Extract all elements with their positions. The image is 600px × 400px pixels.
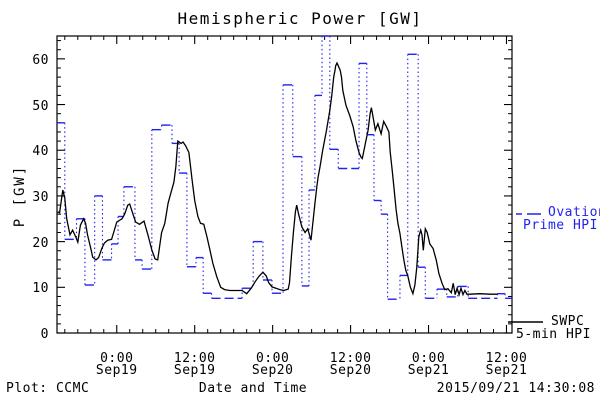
footer-source: Plot: CCMC bbox=[6, 381, 90, 396]
ovation-series bbox=[57, 35, 512, 300]
y-tick-label: 50 bbox=[32, 98, 49, 114]
y-tick-label: 40 bbox=[32, 144, 49, 160]
x-tick-label: 12:00 Sep20 bbox=[329, 351, 372, 378]
axes bbox=[56, 35, 513, 334]
x-tick-label: 0:00 Sep21 bbox=[407, 351, 450, 378]
legend-swpc-line1: SWPC bbox=[551, 314, 585, 329]
x-tick-label: 0:00 Sep19 bbox=[95, 351, 138, 378]
y-tick-label: 10 bbox=[32, 281, 49, 297]
x-tick-label: 12:00 Sep19 bbox=[173, 351, 216, 378]
y-tick-label: 30 bbox=[32, 189, 49, 205]
x-tick-label: 12:00 Sep21 bbox=[485, 351, 528, 378]
x-axis-title: Date and Time bbox=[198, 381, 308, 396]
footer-timestamp: 2015/09/21 14:30:08 bbox=[436, 381, 595, 396]
legend-swpc-line2: 5-min HPI bbox=[516, 327, 591, 342]
legend-ovation-line2: Prime HPI bbox=[523, 218, 598, 233]
chart-title: Hemispheric Power [GW] bbox=[177, 9, 423, 28]
legend-ovation-line1: Ovation bbox=[548, 205, 600, 220]
x-tick-label: 0:00 Sep20 bbox=[251, 351, 294, 378]
y-tick-label: 0 bbox=[40, 327, 49, 342]
y-tick-label: 60 bbox=[32, 52, 49, 68]
swpc-series bbox=[57, 61, 498, 297]
y-tick-label: 20 bbox=[32, 235, 49, 251]
legend-samples bbox=[508, 213, 543, 323]
